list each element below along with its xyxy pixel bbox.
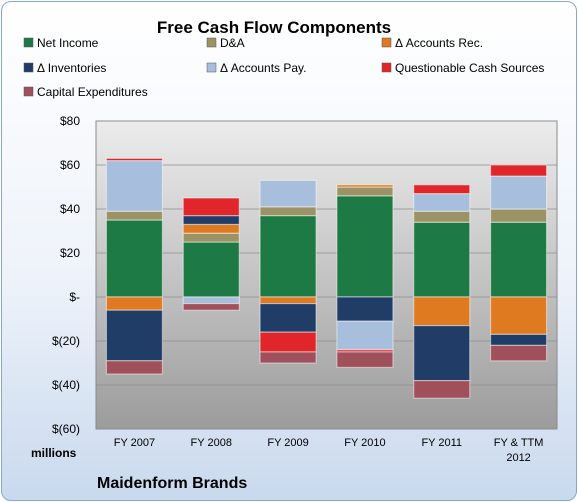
plot-background [95, 120, 558, 430]
bar-segment-danda [105, 210, 164, 221]
bar-segment-inventories [489, 333, 548, 346]
bar-segment-net-income [413, 221, 471, 298]
plot-area: $80 $60 $40 $20 $- $(20) $(40) $(60) FY 2007 FY 2… [52, 114, 558, 464]
legend-label: Δ Accounts Pay. [220, 61, 307, 75]
bar-segment-danda [489, 208, 548, 223]
x-tick-label: FY 2009 [267, 437, 308, 449]
legend-label: Net Income [37, 36, 99, 50]
bar-segment-accounts-rec [489, 296, 548, 336]
bar-segment-accounts-pay [182, 296, 240, 305]
y-tick-label: $(20) [52, 334, 80, 348]
legend-item-accounts-pay: Δ Accounts Pay. [206, 61, 307, 75]
legend-swatch [206, 37, 217, 48]
legend-item-danda: D&A [206, 36, 245, 50]
x-tick-label: 2012 [506, 452, 530, 464]
legend: Net Income D&A Δ Accounts Rec. Δ Inventorie… [23, 36, 544, 99]
legend-label: Δ Inventories [37, 61, 106, 75]
legend-swatch [23, 62, 34, 73]
bar-segment-questionable-cash-sources [259, 331, 317, 353]
bar-segment-net-income [259, 215, 317, 298]
bar-segment-capital-expenditures [182, 303, 240, 311]
bar-segment-net-income [105, 219, 164, 298]
legend-swatch [23, 86, 34, 97]
legend-swatch [381, 62, 392, 73]
legend-item-net-income: Net Income [23, 36, 99, 50]
legend-label: Questionable Cash Sources [395, 61, 544, 75]
bar-segment-accounts-rec [336, 184, 394, 188]
bar-segment-danda [182, 232, 240, 243]
legend-label: Δ Accounts Rec. [395, 36, 483, 50]
y-tick-label: $40 [60, 202, 80, 216]
bar-segment-accounts-pay [336, 320, 394, 351]
chart-title: Free Cash Flow Components [157, 18, 391, 37]
x-tick-label: FY & TTM [494, 437, 544, 449]
bar-segment-accounts-pay [413, 193, 471, 212]
bar-segment-accounts-pay [489, 175, 548, 210]
legend-swatch [206, 62, 217, 73]
bar-segment-inventories [105, 309, 164, 362]
x-tick-label: FY 2008 [191, 437, 232, 449]
legend-item-capital-expenditures: Capital Expenditures [23, 85, 148, 99]
bar-segment-capital-expenditures [259, 351, 317, 364]
bar-segment-accounts-pay [259, 179, 317, 208]
x-tick-label: FY 2007 [114, 437, 155, 449]
y-tick-label: $(40) [52, 378, 80, 392]
company-label: Maidenform Brands [97, 475, 247, 492]
legend-swatch [23, 37, 34, 48]
y-tick-label: $- [69, 290, 80, 304]
bar-segment-accounts-rec [105, 296, 164, 311]
bar-segment-net-income [489, 221, 548, 298]
bar-segment-questionable-cash-sources [182, 197, 240, 217]
bar-segment-accounts-rec [413, 296, 471, 327]
bar-segment-questionable-cash-sources [413, 184, 471, 195]
bar-segment-inventories [413, 325, 471, 382]
bar-segment-accounts-rec [259, 296, 317, 305]
legend-item-inventories: Δ Inventories [23, 61, 106, 75]
legend-label: D&A [220, 36, 245, 50]
bar-segment-net-income [336, 195, 394, 298]
bar-segment-questionable-cash-sources [105, 157, 164, 162]
legend-label: Capital Expenditures [37, 85, 148, 99]
legend-swatch [381, 37, 392, 48]
bar-segment-capital-expenditures [336, 351, 394, 368]
bar-segment-accounts-rec [182, 223, 240, 234]
bar-segment-inventories [336, 296, 394, 322]
y-tick-label: $80 [60, 114, 80, 128]
bar-segment-danda [259, 206, 317, 217]
legend-item-accounts-rec: Δ Accounts Rec. [381, 36, 483, 50]
x-tick-label: FY 2011 [421, 437, 462, 449]
bar-segment-inventories [259, 303, 317, 333]
bar-segment-questionable-cash-sources [489, 164, 548, 177]
bar-segment-net-income [182, 241, 240, 298]
unit-label: millions [31, 446, 77, 460]
bar-segment-inventories [182, 215, 240, 226]
legend-item-questionable-cash-sources: Questionable Cash Sources [381, 61, 544, 75]
bar-segment-danda [413, 210, 471, 223]
bar-segment-accounts-pay [105, 160, 164, 212]
bar-segment-capital-expenditures [105, 360, 164, 375]
x-tick-label: FY 2010 [344, 437, 385, 449]
y-tick-label: $(60) [52, 422, 80, 436]
bar-segment-capital-expenditures [489, 344, 548, 362]
bar-segment-capital-expenditures [413, 380, 471, 399]
bar-segment-danda [336, 186, 394, 197]
y-tick-label: $60 [60, 158, 80, 172]
y-tick-label: $20 [60, 246, 80, 260]
